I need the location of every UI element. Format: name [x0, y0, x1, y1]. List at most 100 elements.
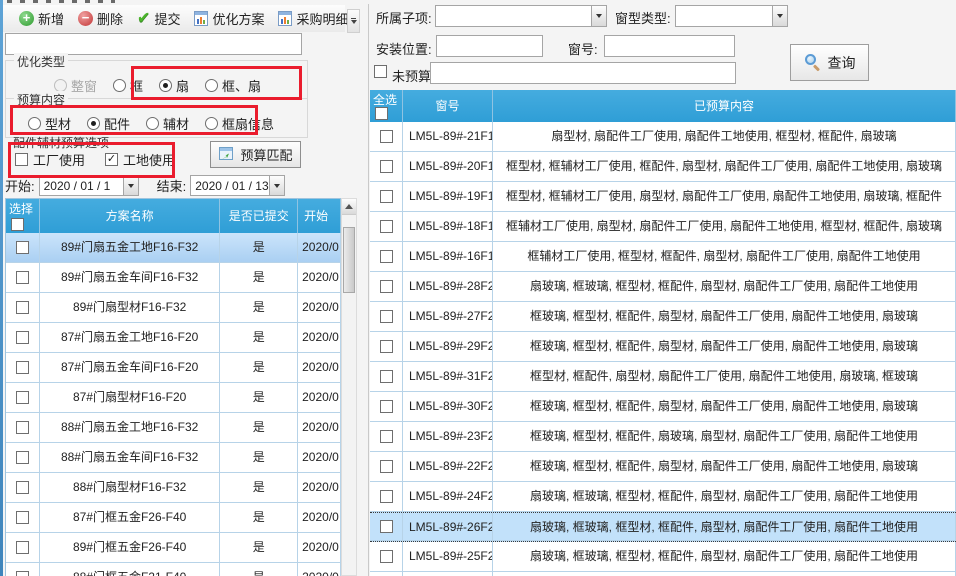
- table-row[interactable]: LM5L-89#-29F27 框玻璃, 框型材, 框配件, 扇型材, 扇配件工厂…: [370, 332, 956, 362]
- radio-icon[interactable]: [205, 117, 219, 130]
- dropdown-button[interactable]: [122, 176, 138, 195]
- table-row[interactable]: 87#门框五金F26-F40 是 2020/0: [6, 503, 342, 533]
- row-checkbox[interactable]: [379, 190, 393, 203]
- radio-option[interactable]: 配件: [87, 114, 130, 133]
- table-row[interactable]: LM5L-89#-31F29 框型材, 框配件, 扇型材, 扇配件工厂使用, 扇…: [370, 362, 956, 392]
- window-no-header[interactable]: 窗号: [403, 90, 493, 122]
- radio-icon[interactable]: [146, 117, 160, 130]
- table-row[interactable]: 89#门框五金F26-F40 是 2020/0: [6, 533, 342, 563]
- row-checkbox[interactable]: [379, 520, 393, 533]
- table-row[interactable]: 89#门扇型材F16-F32 是 2020/0: [6, 293, 342, 323]
- table-row[interactable]: 88#门扇五金车间F16-F32 是 2020/0: [6, 443, 342, 473]
- row-checkbox[interactable]: [379, 490, 393, 503]
- start-date-header[interactable]: 开始: [298, 199, 342, 233]
- table-row[interactable]: LM5L-89#-23F21 框玻璃, 框型材, 框配件, 扇玻璃, 扇型材, …: [370, 422, 956, 452]
- row-checkbox[interactable]: [379, 250, 393, 263]
- row-checkbox[interactable]: [15, 361, 29, 374]
- no-budget-checkbox[interactable]: [374, 65, 387, 78]
- radio-option[interactable]: 辅材: [146, 114, 189, 133]
- dropdown-button[interactable]: [269, 176, 285, 195]
- radio-icon[interactable]: [87, 117, 101, 130]
- row-checkbox[interactable]: [379, 430, 393, 443]
- no-budget-input[interactable]: [430, 62, 736, 84]
- row-checkbox[interactable]: [15, 451, 29, 464]
- scrollbar-thumb[interactable]: [343, 227, 355, 293]
- table-row[interactable]: LM5L-89#-25F23 扇玻璃, 框玻璃, 框型材, 框配件, 扇型材, …: [370, 542, 956, 572]
- checkbox-option[interactable]: ✓ 工地使用: [105, 150, 175, 169]
- table-row[interactable]: LM5L-89#-19F17 框型材, 框辅材工厂使用, 扇型材, 扇配件工厂使…: [370, 182, 956, 212]
- row-checkbox[interactable]: [379, 340, 393, 353]
- table-row[interactable]: LM5L-89#-22F20 框玻璃, 框型材, 框配件, 扇型材, 扇配件工厂…: [370, 452, 956, 482]
- row-checkbox[interactable]: [379, 400, 393, 413]
- date-end-picker[interactable]: 2020 / 01 / 13: [190, 175, 286, 196]
- window-type-select[interactable]: [675, 5, 788, 27]
- plan-name-header[interactable]: 方案名称: [40, 199, 221, 233]
- toolbar-overflow-button[interactable]: [347, 9, 360, 33]
- table-row[interactable]: LM5L-89#-30F28 框玻璃, 框型材, 框配件, 扇型材, 扇配件工厂…: [370, 392, 956, 422]
- row-checkbox[interactable]: [379, 220, 393, 233]
- row-checkbox[interactable]: [379, 310, 393, 323]
- row-checkbox[interactable]: [15, 301, 29, 314]
- table-row[interactable]: LM5L-89#-27F25 框玻璃, 框型材, 框配件, 扇型材, 扇配件工厂…: [370, 302, 956, 332]
- row-checkbox[interactable]: [379, 130, 393, 143]
- table-row[interactable]: 88#门框五金F21-F40 是 2020/0: [6, 563, 342, 576]
- radio-option[interactable]: 框扇信息: [205, 114, 274, 133]
- row-checkbox[interactable]: [15, 571, 29, 576]
- row-checkbox[interactable]: [15, 541, 29, 554]
- table-row[interactable]: 87#门扇五金工地F16-F20 是 2020/0: [6, 323, 342, 353]
- row-checkbox[interactable]: [379, 370, 393, 383]
- table-row[interactable]: 89#门扇五金工地F16-F32 是 2020/0: [6, 233, 342, 263]
- select-all-checkbox[interactable]: [375, 107, 388, 120]
- checkbox-icon[interactable]: [15, 153, 28, 166]
- table-row[interactable]: 87#门扇型材F16-F20 是 2020/0: [6, 383, 342, 413]
- dropdown-button[interactable]: [591, 6, 606, 26]
- select-all-checkbox[interactable]: [11, 218, 24, 231]
- plan-filter-input[interactable]: [5, 33, 302, 55]
- row-checkbox[interactable]: [15, 481, 29, 494]
- table-row[interactable]: LM5L-89#-20F18 框型材, 框辅材工厂使用, 框配件, 扇型材, 扇…: [370, 152, 956, 182]
- row-checkbox[interactable]: [15, 391, 29, 404]
- row-checkbox[interactable]: [15, 271, 29, 284]
- table-row[interactable]: 87#门扇五金车间F16-F20 是 2020/0: [6, 353, 342, 383]
- row-checkbox[interactable]: [15, 331, 29, 344]
- vertical-scrollbar[interactable]: [341, 198, 357, 576]
- add-button[interactable]: + 新增: [15, 6, 68, 31]
- budget-match-button[interactable]: 预算匹配: [210, 141, 301, 168]
- delete-button[interactable]: − 删除: [74, 6, 127, 31]
- table-row[interactable]: LM5L-89#-18F16 框辅材工厂使用, 扇型材, 扇配件工厂使用, 扇配…: [370, 212, 956, 242]
- sub-item-select[interactable]: [435, 5, 607, 27]
- table-row[interactable]: LM5L-89#-26F24 扇玻璃, 框玻璃, 框型材, 框配件, 扇型材, …: [370, 512, 956, 542]
- row-checkbox[interactable]: [15, 241, 29, 254]
- install-pos-input[interactable]: [436, 35, 543, 57]
- submit-button[interactable]: ✔ 提交: [133, 6, 184, 31]
- row-checkbox[interactable]: [379, 160, 393, 173]
- checkbox-option[interactable]: 工厂使用: [15, 150, 85, 169]
- table-row[interactable]: LM5L-89#-28F26 扇玻璃, 框玻璃, 框型材, 框配件, 扇型材, …: [370, 272, 956, 302]
- row-checkbox[interactable]: [379, 550, 393, 563]
- optimize-plan-button[interactable]: 优化方案: [190, 6, 268, 31]
- budgeted-content-header[interactable]: 已预算内容: [493, 90, 956, 122]
- query-button[interactable]: 查询: [790, 44, 869, 81]
- table-row[interactable]: LM5L-89#-16F15 框辅材工厂使用, 框型材, 框配件, 扇型材, 扇…: [370, 242, 956, 272]
- table-row[interactable]: LM5L-89#-24F22 扇玻璃, 框玻璃, 框型材, 框配件, 扇型材, …: [370, 482, 956, 512]
- table-row[interactable]: 88#门扇型材F16-F32 是 2020/0: [6, 473, 342, 503]
- radio-icon[interactable]: [28, 117, 41, 130]
- table-row[interactable]: 88#门扇五金工地F16-F32 是 2020/0: [6, 413, 342, 443]
- radio-option[interactable]: 框、扇: [205, 76, 261, 95]
- row-checkbox[interactable]: [15, 511, 29, 524]
- dropdown-button[interactable]: [772, 6, 787, 26]
- row-checkbox[interactable]: [379, 280, 393, 293]
- radio-option[interactable]: 型材: [28, 114, 71, 133]
- date-start-picker[interactable]: 2020 / 01 / 1: [38, 175, 139, 196]
- table-row[interactable]: LM5L-89#-21F19 扇型材, 扇配件工厂使用, 扇配件工地使用, 框型…: [370, 122, 956, 152]
- row-checkbox[interactable]: [15, 421, 29, 434]
- submitted-header[interactable]: 是否已提交: [220, 199, 299, 233]
- radio-icon[interactable]: [113, 79, 127, 92]
- table-row[interactable]: 89#门扇五金车间F16-F32 是 2020/0: [6, 263, 342, 293]
- window-no-input[interactable]: [604, 35, 735, 57]
- checkbox-checked-icon[interactable]: ✓: [105, 153, 119, 166]
- radio-option[interactable]: 框: [113, 76, 143, 95]
- scroll-up-button[interactable]: [342, 199, 356, 215]
- radio-option[interactable]: 扇: [159, 76, 189, 95]
- radio-icon[interactable]: [205, 79, 219, 92]
